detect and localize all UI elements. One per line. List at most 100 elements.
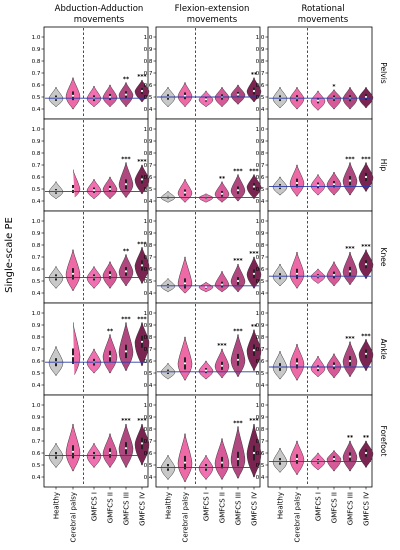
median-point — [364, 175, 368, 179]
significance-marker: ** — [251, 71, 258, 78]
significance-marker: *** — [137, 241, 147, 248]
median-point — [124, 270, 128, 273]
y-tick-label: 0.4 — [144, 383, 153, 389]
median-point — [183, 94, 187, 97]
x-tick-label: GMFCS III — [123, 492, 131, 525]
median-point — [204, 369, 208, 372]
median-point — [236, 93, 240, 96]
median-point — [316, 184, 320, 187]
y-tick-label: 0.7 — [32, 347, 41, 353]
panel-frame — [267, 210, 373, 304]
panel-ankle-1: 0.40.50.60.70.80.91.0******** — [144, 302, 262, 396]
y-tick-label: 0.7 — [256, 255, 265, 261]
y-tick-label: 0.9 — [144, 323, 153, 329]
x-tick-label: GMFCS III — [235, 492, 243, 525]
y-tick-label: 0.8 — [256, 59, 265, 65]
row-label-knee: Knee — [379, 248, 388, 267]
significance-marker: ** — [251, 323, 258, 330]
median-point — [140, 340, 144, 343]
median-point — [332, 457, 336, 461]
y-tick-label: 0.6 — [32, 267, 41, 273]
col-title-0-line1: Abduction-Adduction — [55, 4, 144, 14]
y-tick-label: 0.9 — [256, 231, 265, 237]
y-tick-label: 0.4 — [32, 107, 41, 113]
median-point — [348, 270, 352, 273]
median-point — [295, 362, 299, 365]
y-tick-label: 0.7 — [256, 71, 265, 77]
panel-hip-2: 0.4 0.5 0.6 0.7 0.8 0.9 1.0 *** *** Hip — [256, 118, 388, 212]
violin-cerebral-palsy — [73, 169, 81, 198]
panel-pelvis-1: 0.4 0.5 0.6 0.7 0.8 0.9 1.0 ** — [144, 26, 262, 120]
median-point — [140, 264, 144, 267]
panel-forefoot-1: 0.4 0.5 0.6 0.7 0.8 0.9 1.0 *** *** — [144, 394, 262, 488]
significance-marker: *** — [345, 156, 355, 163]
y-tick-label: 0.6 — [144, 359, 153, 365]
median-point — [124, 93, 128, 96]
y-tick-label: 0.6 — [256, 267, 265, 273]
median-point — [364, 451, 368, 455]
panel-forefoot-2: 0.4 0.5 0.6 0.7 0.8 0.9 1.0 ** ** Forefoot — [256, 394, 388, 488]
y-tick-label: 0.5 — [144, 371, 153, 377]
median-point — [332, 273, 336, 277]
y-tick-label: 0.8 — [256, 335, 265, 341]
median-point — [140, 89, 144, 93]
y-tick-label: 1.0 — [32, 35, 41, 41]
panel-frame — [43, 394, 149, 488]
median-point — [364, 352, 368, 355]
y-tick-label: 0.4 — [256, 291, 265, 297]
y-tick-label: 0.4 — [144, 475, 153, 481]
significance-marker: ** — [347, 435, 354, 442]
y-tick-label: 0.4 — [256, 107, 265, 113]
x-tick-label: GMFCS IV — [251, 492, 259, 526]
y-tick-label: 1.0 — [144, 219, 153, 225]
median-point — [364, 263, 368, 266]
significance-marker: *** — [345, 246, 355, 253]
y-tick-label: 0.9 — [144, 231, 153, 237]
y-tick-label: 0.5 — [144, 463, 153, 469]
median-point — [71, 450, 75, 453]
significance-marker: ** — [123, 248, 130, 255]
y-tick-label: 0.9 — [256, 47, 265, 53]
y-tick-label: 0.7 — [256, 439, 265, 445]
panel-hip-1: 0.40.50.60.70.80.91.0***** *** — [144, 118, 262, 212]
y-tick-label: 0.8 — [32, 59, 41, 65]
y-tick-label: 0.9 — [256, 323, 265, 329]
y-tick-label: 0.5 — [256, 187, 265, 193]
significance-marker: *** — [217, 343, 227, 350]
x-tick-labels: Healthy Cerebral palsy GMFCS I GMFCS II GMFC… — [53, 487, 371, 542]
y-tick-label: 0.8 — [256, 427, 265, 433]
x-tick-label: Cerebral palsy — [70, 492, 78, 542]
col-title-0-line2: movements — [74, 15, 125, 25]
y-tick-label: 0.6 — [144, 267, 153, 273]
median-point — [71, 272, 75, 275]
panel-pelvis-2: 0.4 0.5 0.6 0.7 0.8 0.9 1.0 * Pelvis — [256, 26, 388, 120]
median-point — [124, 183, 128, 186]
median-point — [364, 95, 368, 99]
y-tick-label: 0.9 — [32, 139, 41, 145]
significance-marker: *** — [345, 335, 355, 342]
panel-frame — [155, 302, 261, 396]
y-tick-label: 0.4 — [256, 475, 265, 481]
y-tick-label: 0.7 — [256, 163, 265, 169]
median-point — [220, 283, 224, 286]
x-tick-label: Cerebral palsy — [182, 492, 190, 542]
median-point — [252, 349, 256, 352]
y-axis-label: Single-scale PE — [4, 217, 15, 293]
median-point — [295, 457, 299, 461]
median-point — [332, 183, 336, 186]
significance-marker: *** — [233, 168, 243, 175]
median-point — [183, 191, 187, 194]
violin-cerebral-palsy — [177, 256, 193, 294]
y-tick-label: 0.6 — [32, 451, 41, 457]
y-tick-label: 0.9 — [256, 415, 265, 421]
panels: 0.40.50.60.70.80.91.0** ***0.40.50.60.70.… — [32, 26, 388, 488]
y-tick-label: 0.8 — [144, 151, 153, 157]
y-tick-label: 1.0 — [256, 403, 265, 409]
y-tick-label: 0.7 — [144, 347, 153, 353]
significance-marker: *** — [249, 168, 259, 175]
median-point — [140, 442, 144, 445]
x-tick-label: GMFCS II — [331, 492, 339, 523]
significance-marker: *** — [249, 418, 259, 425]
y-tick-label: 0.7 — [144, 439, 153, 445]
